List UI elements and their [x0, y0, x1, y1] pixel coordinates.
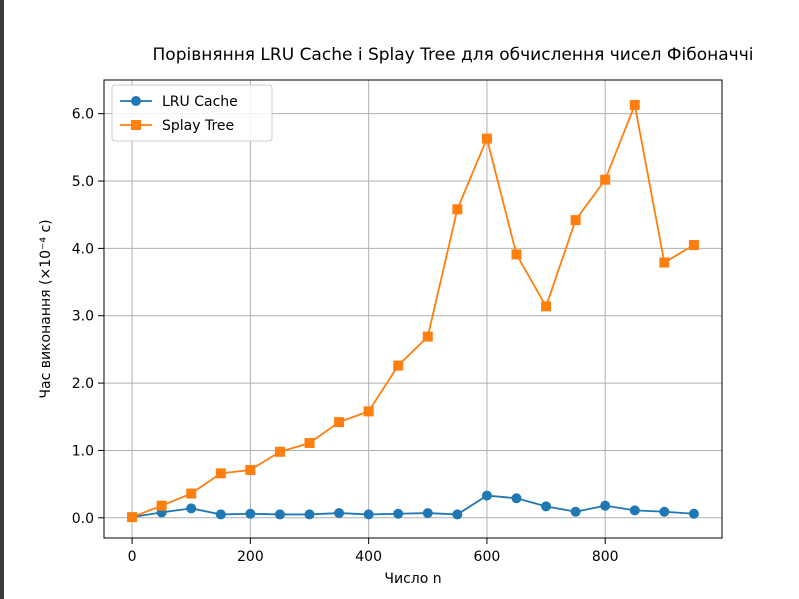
splay-tree-point [186, 488, 197, 499]
splay-tree-line [131, 101, 695, 518]
lru-cache-point [629, 505, 640, 516]
lru-cache-point [600, 500, 611, 511]
splay-tree-point [659, 257, 670, 268]
splay-tree-point [274, 446, 285, 457]
y-tick-label: 3.0 [72, 309, 94, 325]
splay-tree-point [600, 174, 611, 185]
lru-cache-point [334, 508, 345, 519]
lru-cache-point [511, 493, 522, 504]
splay-tree-point [304, 438, 315, 449]
splay-tree-point [481, 133, 492, 144]
y-tick-label: 6.0 [72, 107, 94, 123]
lru-cache-point [304, 509, 315, 520]
y-tick-label: 5.0 [72, 174, 94, 190]
legend-lru-cache-label: LRU Cache [162, 94, 238, 110]
lru-cache-point [570, 506, 581, 517]
y-tick-label: 0.0 [72, 511, 94, 527]
splay-tree-point [629, 99, 640, 110]
splay-tree-point [334, 417, 345, 428]
lru-cache-point [688, 508, 699, 519]
y-tick-label: 4.0 [72, 241, 94, 257]
window-left-border [0, 0, 4, 599]
x-tick-label: 800 [592, 549, 619, 565]
splay-tree-point [511, 249, 522, 260]
splay-tree-point [393, 360, 404, 371]
plot-area [103, 79, 723, 539]
grid-lines [104, 80, 722, 538]
axis-ticks: 0 200 400 600 800 0.0 1.0 2.0 3.0 4.0 5.0 6.0 [72, 107, 619, 565]
legend-splay-tree-label: Splay Tree [162, 118, 234, 134]
splay-tree-point [156, 500, 167, 511]
splay-tree-point [570, 215, 581, 226]
x-tick-label: 200 [237, 549, 264, 565]
y-axis-title: Час виконання (×10⁻⁴ с) [38, 219, 54, 398]
splay-tree-point [452, 204, 463, 215]
lru-cache-point [274, 509, 285, 520]
legend: LRU Cache Splay Tree [111, 84, 273, 142]
splay-tree-point [127, 512, 138, 523]
lru-cache-point [452, 509, 463, 520]
legend-box [111, 84, 273, 142]
x-tick-label: 600 [474, 549, 501, 565]
lru-cache-point [422, 508, 433, 519]
lru-cache-point [245, 508, 256, 519]
lru-cache-point [215, 509, 226, 520]
lru-cache-point [481, 490, 492, 501]
lru-cache-point [541, 501, 552, 512]
chart-title: Порівняння LRU Cache і Splay Tree для об… [153, 45, 754, 65]
legend-splay-tree-marker [131, 120, 141, 130]
x-tick-label: 0 [128, 549, 137, 565]
splay-tree-point [688, 240, 699, 251]
x-axis-title: Число n [384, 571, 441, 587]
y-tick-label: 1.0 [72, 443, 94, 459]
lru-cache-point [186, 503, 197, 514]
splay-tree-point [422, 331, 433, 342]
x-tick-label: 400 [355, 549, 382, 565]
lru-cache-point [363, 509, 374, 520]
splay-tree-point [541, 301, 552, 312]
splay-tree-point [363, 406, 374, 417]
splay-tree-point [245, 464, 256, 475]
series-layer [127, 99, 699, 523]
y-tick-label: 2.0 [72, 376, 94, 392]
lru-cache-point [393, 508, 404, 519]
splay-tree-point [215, 468, 226, 479]
lru-cache-point [659, 506, 670, 517]
legend-lru-cache-marker [131, 96, 141, 106]
